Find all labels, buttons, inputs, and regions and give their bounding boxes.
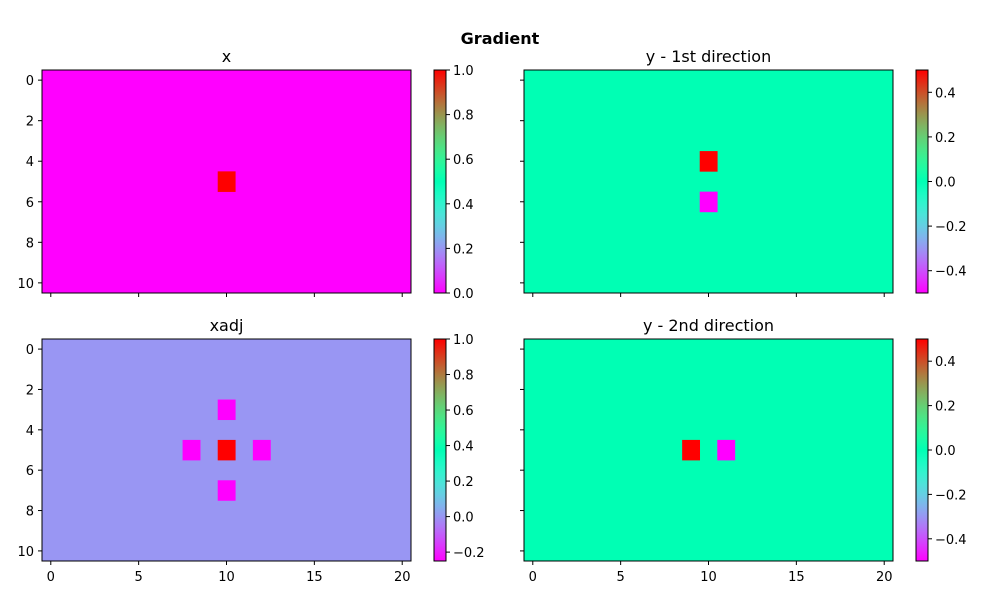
xtick-label: 5 xyxy=(617,570,625,585)
ytick-label: 4 xyxy=(26,424,34,439)
heatmap-background xyxy=(524,70,893,293)
subplot-title: xadj xyxy=(210,316,244,335)
xtick-label: 10 xyxy=(218,570,235,585)
xtick-label: 10 xyxy=(700,570,717,585)
ytick-label: 2 xyxy=(26,115,34,130)
xtick-label: 0 xyxy=(47,570,55,585)
subplot-3: xadj 0 2 4 6 8 10 0 5 10 15 20 −0.2 0.0 0.2 0.4 0.6 0.8 1.… xyxy=(17,316,484,585)
colorbar-tick-label: −0.2 xyxy=(453,546,485,561)
colorbar-tick-label: 1.0 xyxy=(453,333,474,348)
subplot-4: y - 2nd direction 0 5 10 15 20 −0.4 −0.2 0.0 0.2 0… xyxy=(520,316,967,585)
subplot-1: x 0 2 4 6 8 10 0.0 0.2 0.4 0.6 0.8 1.0 xyxy=(17,47,473,302)
colorbar-tick-label: 0.2 xyxy=(935,400,956,415)
xtick-label: 15 xyxy=(306,570,323,585)
heatmap-cell xyxy=(252,439,271,461)
colorbar-tick-label: 0.8 xyxy=(453,109,474,124)
heatmap-cell xyxy=(217,480,236,501)
subplot-title: y - 1st direction xyxy=(646,47,771,66)
xtick-label: 15 xyxy=(788,570,805,585)
colorbar-tick-label: 0.0 xyxy=(453,511,474,526)
colorbar-tick-label: 0.0 xyxy=(935,176,956,191)
heatmap-cell xyxy=(717,439,736,461)
ytick-label: 10 xyxy=(17,545,34,560)
colorbar-frame xyxy=(433,69,447,294)
xtick-label: 20 xyxy=(876,570,893,585)
ytick-label: 0 xyxy=(26,343,34,358)
ytick-label: 2 xyxy=(26,383,34,398)
heatmap-cell xyxy=(217,399,236,421)
heatmap-cell xyxy=(699,191,718,213)
subplot-2: y - 1st direction −0.4 −0.2 0.0 0.2 0.4 xyxy=(520,47,967,297)
xtick-label: 0 xyxy=(529,570,537,585)
ytick-label: 8 xyxy=(26,505,34,520)
heatmap-cell xyxy=(682,439,701,461)
colorbar xyxy=(434,70,446,293)
colorbar-tick-label: 0.0 xyxy=(935,444,956,459)
colorbar xyxy=(916,70,928,293)
colorbar-tick-label: 0.4 xyxy=(935,355,956,370)
subplot-title: y - 2nd direction xyxy=(643,316,774,335)
ytick-label: 0 xyxy=(26,74,34,89)
colorbar-tick-label: −0.2 xyxy=(935,220,967,235)
colorbar-tick-label: 0.4 xyxy=(453,440,474,455)
colorbar-tick-label: 0.8 xyxy=(453,369,474,384)
colorbar-tick-label: −0.4 xyxy=(935,265,967,280)
colorbar-frame xyxy=(433,338,447,562)
colorbar-tick-label: −0.4 xyxy=(935,533,967,548)
colorbar-tick-label: 0.0 xyxy=(453,287,474,302)
subplot-grid: x 0 2 4 6 8 10 0.0 0.2 0.4 0.6 0.8 1.0 y - 1st direct… xyxy=(17,47,966,585)
xtick-label: 20 xyxy=(394,570,411,585)
ytick-label: 6 xyxy=(26,196,34,211)
colorbar-tick-label: 0.2 xyxy=(935,131,956,146)
colorbar-tick-label: 0.6 xyxy=(453,404,474,419)
colorbar xyxy=(916,339,928,561)
figure-title: Gradient xyxy=(461,29,540,48)
heatmap-cell xyxy=(217,439,236,461)
colorbar-tick-label: 0.2 xyxy=(453,475,474,490)
ytick-label: 4 xyxy=(26,155,34,170)
colorbar-tick-label: 1.0 xyxy=(453,64,474,79)
colorbar-tick-label: 0.4 xyxy=(453,198,474,213)
colorbar-tick-label: 0.2 xyxy=(453,242,474,257)
colorbar-tick-label: −0.2 xyxy=(935,488,967,503)
ytick-label: 10 xyxy=(17,277,34,292)
heatmap-cell xyxy=(217,171,236,192)
heatmap-cell xyxy=(699,151,718,172)
colorbar-tick-label: 0.6 xyxy=(453,153,474,168)
ytick-label: 6 xyxy=(26,464,34,479)
subplot-title: x xyxy=(222,47,231,66)
heatmap-cell xyxy=(182,439,201,461)
colorbar-tick-label: 0.4 xyxy=(935,86,956,101)
ytick-label: 8 xyxy=(26,236,34,251)
xtick-label: 5 xyxy=(135,570,143,585)
heatmap-background xyxy=(524,339,893,561)
colorbar xyxy=(434,339,446,561)
